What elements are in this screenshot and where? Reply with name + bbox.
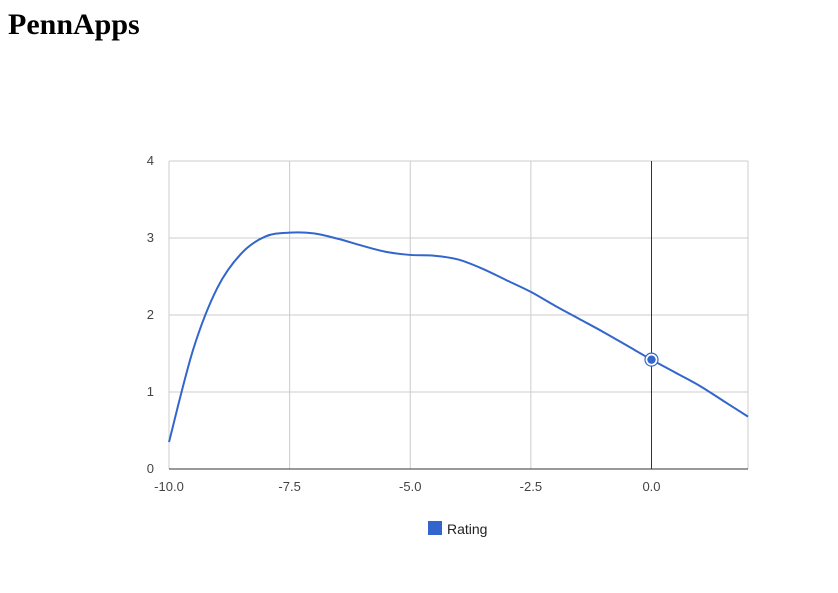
chart-series[interactable] [168,231,749,443]
x-tick-label: -7.5 [278,479,300,494]
y-tick-label: 0 [147,461,154,476]
highlight-point[interactable] [647,355,656,364]
series-line-rating[interactable] [168,231,749,443]
legend-swatch-rating[interactable] [428,521,442,535]
legend-label-rating[interactable]: Rating [447,521,487,537]
x-tick-label: -5.0 [399,479,421,494]
chart-tick-labels: 0 1 2 3 4 -10.0 -7.5 -5.0 -2.5 0.0 [147,153,661,494]
chart-legend[interactable]: Rating [428,521,487,537]
page-title: PennApps [8,8,140,41]
y-tick-label: 4 [147,153,154,168]
y-tick-label: 3 [147,230,154,245]
x-tick-label: -10.0 [154,479,184,494]
y-tick-label: 1 [147,384,154,399]
chart-gridlines [168,160,749,469]
x-tick-label: -2.5 [520,479,542,494]
y-tick-label: 2 [147,307,154,322]
x-tick-label: 0.0 [642,479,660,494]
